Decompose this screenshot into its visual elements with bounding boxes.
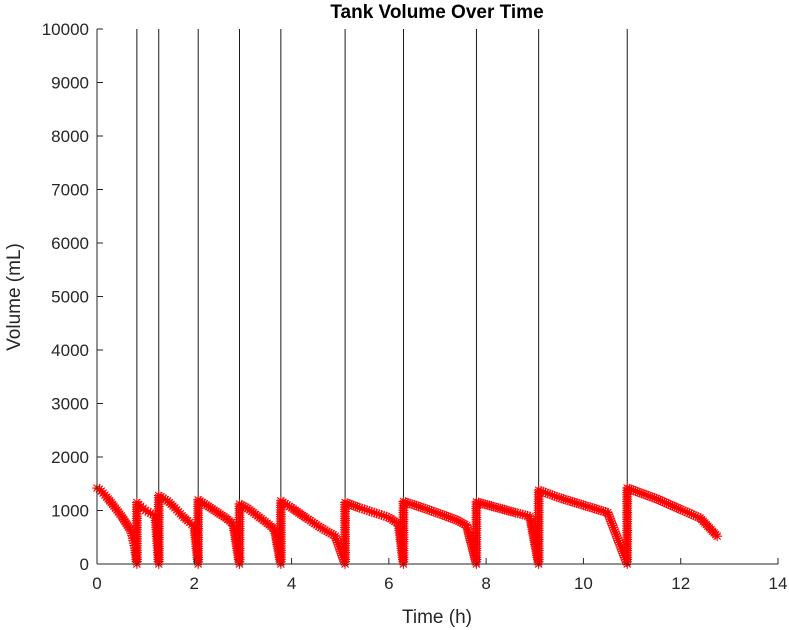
- x-axis-label: Time (h): [402, 607, 472, 628]
- y-tick-label: 3000: [51, 395, 89, 414]
- event-lines: [136, 29, 628, 564]
- x-tick-label: 4: [287, 574, 296, 593]
- y-tick-label: 5000: [51, 288, 89, 307]
- y-ticks: 0 1000 2000 3000 4000 5000 6000 7000 8000 9000 100…: [42, 20, 103, 574]
- y-tick-label: 6000: [51, 234, 89, 253]
- y-axis-label: Volume (mL): [4, 243, 25, 351]
- y-tick-label: 0: [80, 555, 89, 574]
- y-tick-label: 1000: [51, 502, 89, 521]
- data-markers: [91, 482, 723, 570]
- chart-title: Tank Volume Over Time: [330, 2, 543, 23]
- x-tick-label: 6: [384, 574, 393, 593]
- x-tick-label: 0: [92, 574, 101, 593]
- data-point: [712, 531, 723, 542]
- y-tick-label: 4000: [51, 341, 89, 360]
- y-tick-label: 9000: [51, 74, 89, 93]
- y-tick-label: 7000: [51, 181, 89, 200]
- x-tick-label: 12: [671, 574, 690, 593]
- x-tick-label: 14: [769, 574, 788, 593]
- x-tick-label: 10: [574, 574, 593, 593]
- y-tick-label: 10000: [42, 20, 89, 39]
- x-tick-label: 2: [190, 574, 199, 593]
- y-tick-label: 2000: [51, 448, 89, 467]
- x-ticks: 0 2 4 6 8 10 12 14: [92, 558, 787, 593]
- y-tick-label: 8000: [51, 127, 89, 146]
- x-tick-label: 8: [481, 574, 490, 593]
